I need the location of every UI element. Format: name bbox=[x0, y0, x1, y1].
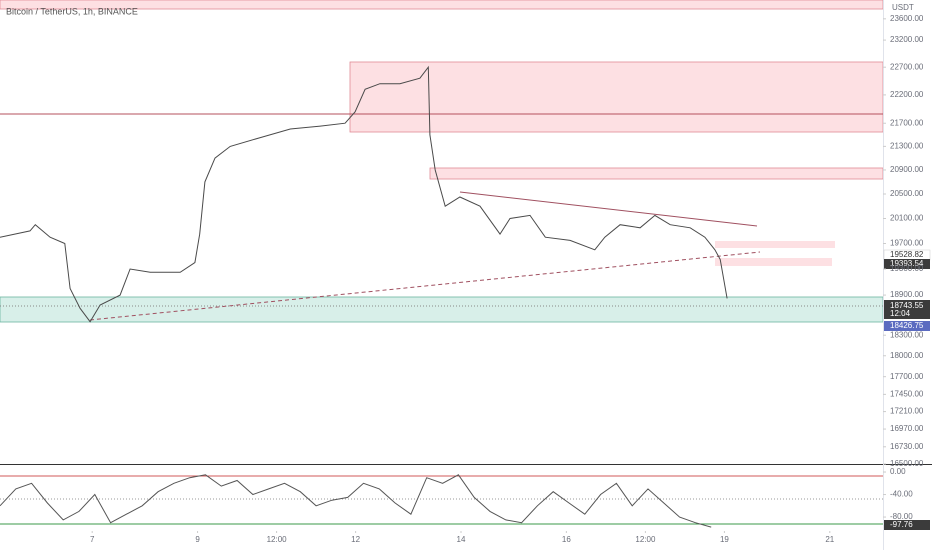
zone bbox=[715, 258, 832, 266]
zone bbox=[715, 241, 835, 248]
y-tick-label: 21700.00 bbox=[890, 118, 924, 127]
price-label: 19528.82 bbox=[890, 250, 924, 259]
price-label: 18426.75 bbox=[890, 321, 924, 330]
trend-line bbox=[459, 191, 758, 227]
x-tick-label: 14 bbox=[457, 535, 466, 544]
x-tick-label: 16 bbox=[562, 535, 571, 544]
price-label: 19393.54 bbox=[890, 259, 924, 268]
y-tick-label: 20500.00 bbox=[890, 189, 924, 198]
y-tick-label: 18300.00 bbox=[890, 330, 924, 339]
price-label: 18743.55 bbox=[890, 301, 924, 310]
y-tick-label: 0.00 bbox=[890, 467, 906, 476]
y-tick-label: 18900.00 bbox=[890, 290, 924, 299]
x-tick-label: 9 bbox=[195, 535, 200, 544]
badge bbox=[884, 300, 930, 319]
x-tick-label: 7 bbox=[90, 535, 95, 544]
y-tick-label: -40.00 bbox=[890, 490, 913, 499]
y-tick-label: 18000.00 bbox=[890, 351, 924, 360]
trend-line bbox=[89, 251, 761, 321]
zone bbox=[429, 167, 884, 180]
y-tick-label: 20900.00 bbox=[890, 165, 924, 174]
series-line bbox=[0, 474, 712, 528]
x-tick-label: 12:00 bbox=[635, 535, 656, 544]
zone bbox=[0, 296, 884, 323]
y-tick-label: 17450.00 bbox=[890, 389, 924, 398]
x-tick-label: 21 bbox=[825, 535, 834, 544]
y-tick-label: 22700.00 bbox=[890, 62, 924, 71]
x-tick-label: 12:00 bbox=[267, 535, 288, 544]
y-tick-label: -80.00 bbox=[890, 512, 913, 521]
x-tick-label: 12 bbox=[351, 535, 360, 544]
countdown: 12:04 bbox=[890, 309, 911, 318]
series-line bbox=[0, 65, 728, 323]
chart-title: Bitcoin / TetherUS, 1h, BINANCE bbox=[6, 6, 138, 16]
y-tick-label: 17700.00 bbox=[890, 372, 924, 381]
y-tick-label: 21300.00 bbox=[890, 141, 924, 150]
badge bbox=[884, 321, 930, 331]
y-tick-label: 16970.00 bbox=[890, 424, 924, 433]
y-tick-label: 19300.00 bbox=[890, 264, 924, 273]
y-tick-label: 23200.00 bbox=[890, 35, 924, 44]
zone bbox=[349, 61, 884, 133]
y-tick-label: 19700.00 bbox=[890, 239, 924, 248]
x-tick-label: 19 bbox=[720, 535, 729, 544]
axis-unit: USDT bbox=[892, 3, 914, 12]
y-tick-label: 20100.00 bbox=[890, 214, 924, 223]
y-tick-label: 16730.00 bbox=[890, 442, 924, 451]
osc-label: -97.76 bbox=[890, 520, 913, 529]
y-tick-label: 17210.00 bbox=[890, 407, 924, 416]
badge bbox=[884, 259, 930, 269]
badge bbox=[884, 520, 930, 530]
y-tick-label: 16500.00 bbox=[890, 459, 924, 468]
y-tick-label: 22200.00 bbox=[890, 90, 924, 99]
y-tick-label: 23600.00 bbox=[890, 14, 924, 23]
